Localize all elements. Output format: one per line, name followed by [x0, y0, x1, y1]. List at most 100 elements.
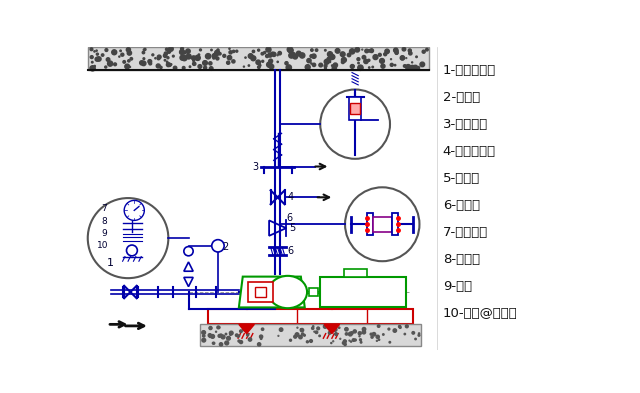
Bar — [351, 103, 360, 114]
Circle shape — [394, 64, 396, 66]
Circle shape — [120, 50, 122, 51]
Bar — [349, 97, 362, 120]
Circle shape — [243, 66, 244, 67]
Circle shape — [186, 54, 191, 59]
Circle shape — [307, 59, 311, 63]
Circle shape — [362, 331, 365, 334]
Circle shape — [312, 327, 314, 329]
Circle shape — [227, 55, 232, 60]
Circle shape — [277, 61, 278, 62]
Circle shape — [203, 335, 205, 337]
Circle shape — [248, 65, 250, 66]
Circle shape — [418, 334, 420, 336]
Circle shape — [349, 340, 350, 341]
Circle shape — [183, 51, 186, 54]
Circle shape — [223, 54, 226, 57]
Circle shape — [163, 54, 167, 57]
Circle shape — [362, 55, 365, 59]
Circle shape — [378, 339, 380, 340]
Circle shape — [144, 48, 146, 50]
Bar — [255, 287, 266, 297]
Bar — [344, 269, 367, 277]
Circle shape — [157, 57, 160, 60]
Text: 3-弹性吊架: 3-弹性吊架 — [443, 118, 488, 131]
Circle shape — [294, 335, 297, 338]
Circle shape — [312, 54, 316, 59]
Circle shape — [182, 66, 185, 69]
Circle shape — [389, 342, 390, 343]
Circle shape — [300, 329, 301, 330]
Circle shape — [324, 67, 326, 69]
Circle shape — [413, 65, 418, 70]
Circle shape — [269, 64, 274, 69]
Circle shape — [126, 48, 131, 52]
Circle shape — [168, 63, 172, 66]
Circle shape — [248, 54, 253, 58]
Circle shape — [225, 341, 228, 345]
Circle shape — [218, 327, 220, 329]
Circle shape — [362, 327, 365, 331]
Circle shape — [261, 328, 264, 331]
Circle shape — [200, 49, 202, 51]
Circle shape — [419, 333, 420, 334]
Circle shape — [248, 338, 252, 341]
Circle shape — [329, 61, 331, 62]
Circle shape — [346, 333, 348, 335]
Circle shape — [217, 326, 220, 329]
Circle shape — [193, 62, 196, 66]
Circle shape — [232, 60, 235, 63]
Circle shape — [303, 334, 305, 336]
Text: 1-蝶阀或闸阀: 1-蝶阀或闸阀 — [443, 64, 496, 77]
Bar — [248, 282, 273, 302]
Circle shape — [220, 343, 223, 346]
Circle shape — [314, 331, 315, 332]
Circle shape — [257, 66, 260, 68]
Circle shape — [373, 55, 378, 60]
Circle shape — [300, 53, 305, 58]
Circle shape — [219, 53, 221, 55]
Circle shape — [220, 334, 222, 336]
Circle shape — [209, 67, 213, 70]
Circle shape — [269, 59, 273, 63]
Circle shape — [292, 55, 295, 57]
Circle shape — [415, 338, 416, 340]
Circle shape — [259, 64, 261, 66]
Circle shape — [328, 51, 333, 57]
Circle shape — [390, 63, 393, 66]
Circle shape — [181, 57, 184, 59]
Circle shape — [114, 63, 116, 66]
Circle shape — [310, 340, 312, 342]
Circle shape — [408, 49, 412, 52]
Circle shape — [293, 54, 298, 59]
Circle shape — [319, 335, 321, 337]
Circle shape — [395, 50, 398, 53]
Bar — [373, 217, 392, 232]
Circle shape — [246, 334, 249, 336]
Circle shape — [342, 342, 345, 344]
Circle shape — [208, 334, 212, 337]
Circle shape — [332, 65, 333, 66]
Circle shape — [371, 336, 373, 338]
Circle shape — [364, 59, 368, 64]
Circle shape — [350, 64, 354, 68]
Circle shape — [378, 325, 380, 327]
Circle shape — [401, 56, 404, 60]
Circle shape — [310, 49, 313, 51]
Circle shape — [324, 59, 329, 64]
Polygon shape — [239, 277, 305, 307]
Circle shape — [412, 62, 413, 63]
Circle shape — [335, 49, 340, 53]
Circle shape — [422, 50, 425, 53]
Circle shape — [237, 336, 239, 337]
Circle shape — [182, 55, 187, 61]
Circle shape — [209, 62, 212, 65]
Circle shape — [316, 49, 318, 51]
Circle shape — [164, 52, 168, 55]
Circle shape — [105, 66, 107, 68]
Circle shape — [364, 330, 365, 332]
Circle shape — [411, 65, 414, 69]
Circle shape — [359, 336, 360, 337]
Circle shape — [130, 66, 131, 67]
Circle shape — [251, 56, 256, 61]
Circle shape — [213, 57, 215, 59]
